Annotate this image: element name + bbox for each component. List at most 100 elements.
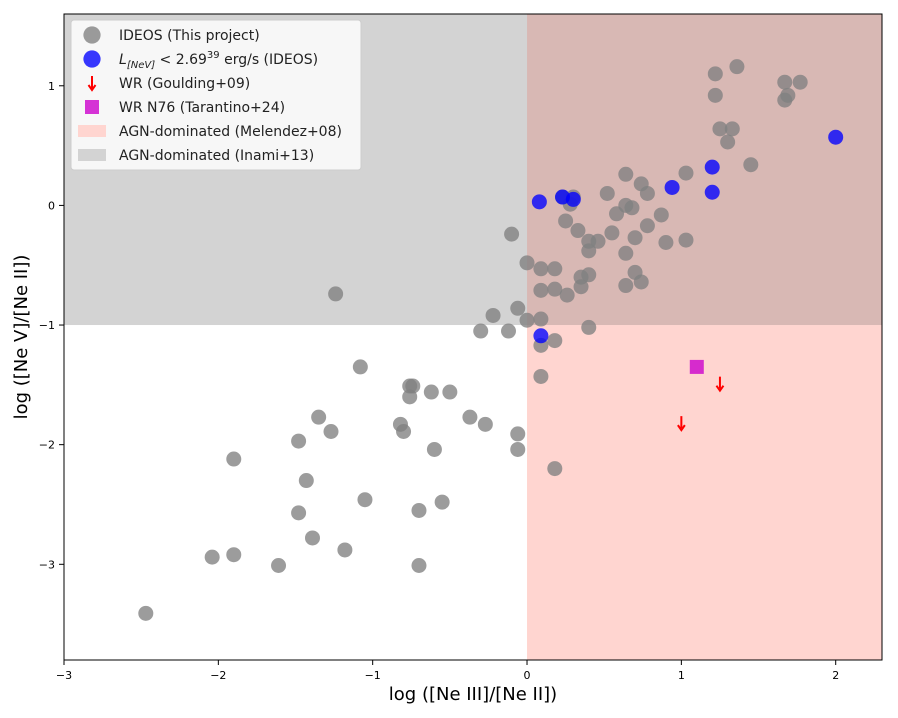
data-point [729, 59, 745, 75]
data-point [547, 461, 563, 477]
data-point [138, 605, 154, 621]
data-point [547, 281, 563, 297]
data-point [442, 384, 458, 400]
legend-marker [83, 26, 101, 44]
data-point [500, 323, 516, 339]
plot-frame [63, 13, 883, 661]
data-point [573, 279, 589, 295]
data-point [396, 424, 412, 440]
data-point [559, 287, 575, 303]
legend-label: WR N76 (Tarantino+24) [119, 100, 285, 116]
data-point [707, 66, 723, 82]
data-point [510, 300, 526, 316]
legend-label: WR (Goulding+09) [119, 76, 250, 92]
data-point [780, 87, 796, 103]
y-axis-ticks: −3 −2 −1 0 1 [39, 80, 64, 571]
x-tick-label: 1 [678, 669, 685, 682]
legend-marker [83, 50, 101, 68]
y-axis-label: log ([Ne V]/[Ne II]) [11, 255, 32, 420]
legend-label-part: erg/s (IDEOS) [220, 52, 319, 68]
data-point [226, 547, 242, 563]
data-point [565, 191, 581, 207]
x-tick-label: −1 [365, 669, 381, 682]
y-tick-label: −3 [39, 558, 55, 571]
data-point [581, 319, 597, 335]
data-point [291, 433, 307, 449]
legend-label-part: L [119, 52, 127, 68]
data-point [311, 409, 327, 425]
data-point [423, 384, 439, 400]
data-point [828, 129, 844, 145]
series-3 [689, 359, 704, 374]
arrow-head [87, 84, 97, 92]
legend-marker [78, 125, 106, 137]
data-point [599, 185, 615, 201]
data-point [743, 157, 759, 173]
data-point [618, 245, 634, 261]
data-point [704, 159, 720, 175]
data-point [533, 368, 549, 384]
y-tick-label: 0 [48, 199, 55, 212]
data-point [639, 185, 655, 201]
data-point [226, 451, 242, 467]
x-tick-label: −2 [210, 669, 226, 682]
data-point [426, 441, 442, 457]
legend-label-part: < 2.69 [155, 52, 207, 68]
legend: IDEOS (This project) L[NeV] < 2.6939 erg/… [70, 19, 362, 171]
x-tick-label: 2 [832, 669, 839, 682]
legend-label-part: 39 [207, 50, 220, 61]
data-point [519, 312, 535, 328]
arrow-head [715, 385, 725, 393]
data-point [707, 87, 723, 103]
y-tick-label: 1 [48, 80, 55, 93]
data-point [337, 542, 353, 558]
data-point [304, 530, 320, 546]
data-point [434, 494, 450, 510]
data-point [664, 179, 680, 195]
legend-label: AGN-dominated (Melendez+08) [119, 124, 342, 140]
data-point [777, 74, 793, 90]
region-1 [527, 325, 882, 660]
data-point [658, 234, 674, 250]
legend-marker [85, 100, 99, 114]
data-points [138, 59, 844, 621]
data-point [298, 473, 314, 489]
series-1 [531, 129, 844, 344]
x-axis-label: log ([Ne III]/[Ne II]) [389, 684, 557, 705]
data-point [677, 416, 686, 432]
legend-label: IDEOS (This project) [119, 28, 260, 44]
x-tick-label: 0 [524, 669, 531, 682]
data-point [323, 424, 339, 440]
data-point [510, 426, 526, 442]
data-point [533, 311, 549, 327]
data-point [357, 492, 373, 508]
data-point [627, 230, 643, 246]
data-point [411, 502, 427, 518]
data-point [570, 223, 586, 239]
data-point [504, 226, 520, 242]
series-0 [138, 59, 808, 621]
data-point [271, 557, 287, 573]
data-point [533, 328, 549, 344]
data-point [678, 232, 694, 248]
data-point [411, 557, 427, 573]
legend-label: L[NeV] < 2.6939 erg/s (IDEOS) [119, 50, 318, 71]
data-point [624, 200, 640, 216]
y-tick-label: −1 [39, 319, 55, 332]
data-point [653, 207, 669, 223]
data-point [477, 416, 493, 432]
x-tick-label: −3 [56, 669, 72, 682]
data-point [715, 376, 725, 393]
arrow-head [677, 424, 686, 432]
data-point [590, 233, 606, 249]
x-axis-ticks: −3 −2 −1 0 1 2 [56, 660, 839, 682]
data-point [618, 166, 634, 182]
data-point [547, 333, 563, 349]
data-point [531, 194, 547, 210]
data-point [328, 286, 344, 302]
data-point [533, 282, 549, 298]
legend-label: AGN-dominated (Inami+13) [119, 148, 314, 164]
data-point [558, 213, 574, 229]
legend-box [70, 19, 362, 171]
